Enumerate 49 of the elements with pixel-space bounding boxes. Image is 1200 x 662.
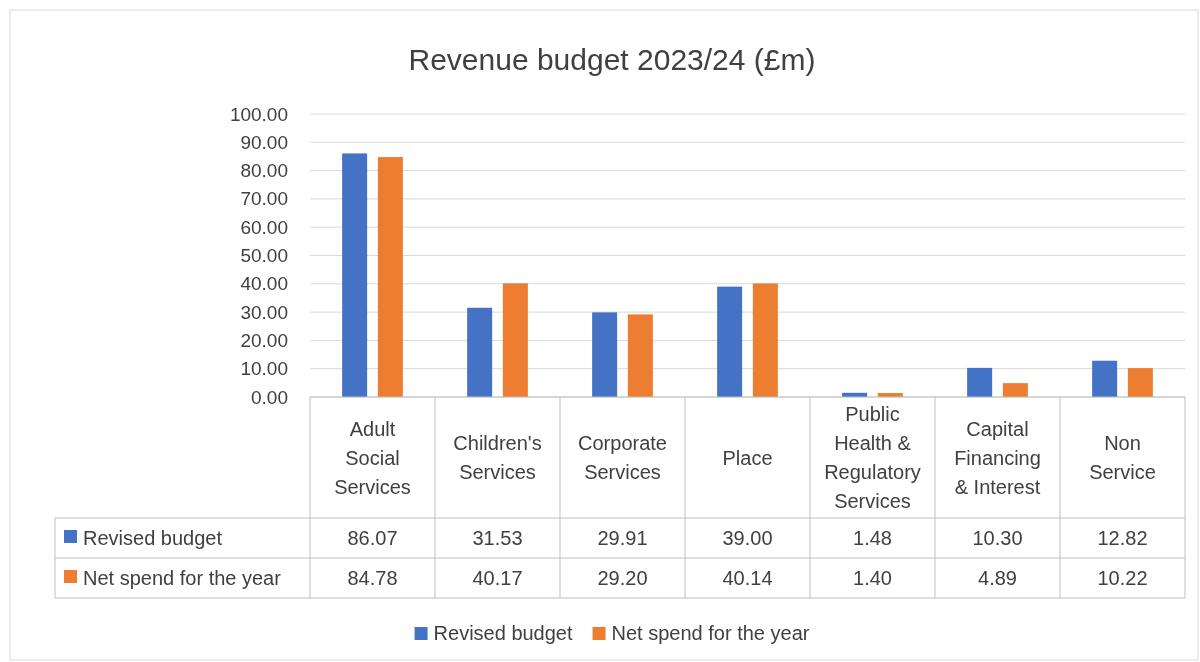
bar bbox=[752, 283, 778, 397]
bar bbox=[1002, 383, 1028, 397]
text: Net spend for the year bbox=[611, 622, 810, 644]
bar bbox=[627, 314, 653, 397]
data-label: 1.48 bbox=[853, 527, 892, 549]
data-label: 40.17 bbox=[472, 567, 523, 589]
bar bbox=[342, 153, 368, 397]
y-tick-label: 30.00 bbox=[240, 301, 288, 323]
x-tick-label: Corporate Services bbox=[578, 432, 667, 483]
y-tick-label: 100.00 bbox=[229, 103, 288, 125]
y-tick-label: 10.00 bbox=[240, 358, 288, 380]
chart-title: Revenue budget 2023/24 (£m) bbox=[408, 43, 816, 76]
data-label: 86.07 bbox=[347, 527, 398, 549]
bar bbox=[1127, 368, 1153, 397]
y-tick-label: 40.00 bbox=[240, 273, 288, 295]
x-tick-label: Adult Social Services bbox=[334, 417, 411, 498]
x-tick-label: Non Service bbox=[1089, 432, 1156, 483]
text: Revised budget bbox=[433, 622, 573, 644]
bar bbox=[502, 283, 528, 397]
data-label: 10.30 bbox=[972, 527, 1023, 549]
y-tick-label: 70.00 bbox=[240, 188, 288, 210]
x-tick-label: Children's Services bbox=[453, 432, 542, 483]
x-tick-label: Capital Financing & Interest bbox=[954, 417, 1041, 498]
data-label: 29.91 bbox=[597, 527, 648, 549]
bar bbox=[967, 367, 993, 397]
bar bbox=[592, 312, 618, 397]
data-label: 40.14 bbox=[722, 567, 773, 589]
bar bbox=[467, 307, 493, 397]
data-label: 31.53 bbox=[472, 527, 523, 549]
bar bbox=[1092, 360, 1118, 397]
data-label: 29.20 bbox=[597, 567, 648, 589]
legend-label: Net spend for the year bbox=[83, 567, 282, 589]
y-tick-label: 60.00 bbox=[240, 216, 288, 238]
data-label: 1.40 bbox=[853, 567, 892, 589]
y-tick-label: 20.00 bbox=[240, 329, 288, 351]
bar bbox=[717, 286, 743, 397]
y-tick-label: 80.00 bbox=[240, 160, 288, 182]
y-tick-label: 50.00 bbox=[240, 245, 288, 267]
bar bbox=[377, 157, 403, 397]
data-label: 12.82 bbox=[1097, 527, 1148, 549]
y-tick-label: 90.00 bbox=[240, 131, 288, 153]
data-label: 39.00 bbox=[722, 527, 773, 549]
x-tick-label: Public Health & Regulatory Services bbox=[824, 403, 921, 512]
x-tick-label: Place bbox=[722, 446, 773, 469]
legend-label: Revised budget bbox=[83, 527, 223, 549]
data-label: 84.78 bbox=[347, 567, 398, 589]
data-label: 4.89 bbox=[978, 567, 1017, 589]
data-label: 10.22 bbox=[1097, 567, 1148, 589]
y-tick-label: 0.00 bbox=[251, 386, 288, 408]
